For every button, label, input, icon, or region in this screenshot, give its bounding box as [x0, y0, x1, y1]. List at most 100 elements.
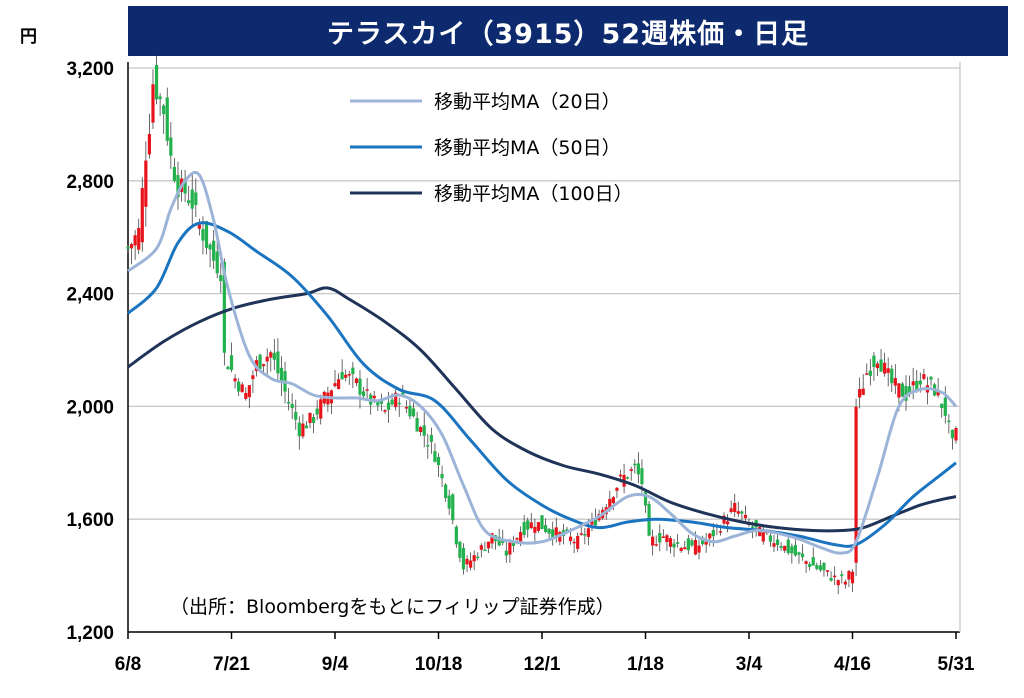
candle-down	[540, 515, 544, 529]
candle-up	[883, 362, 887, 374]
candle-down	[187, 200, 191, 204]
candle-down	[565, 529, 569, 532]
candle-down	[701, 537, 705, 545]
candle-down	[583, 533, 587, 536]
candle-up	[911, 381, 915, 386]
candle-up	[704, 541, 708, 545]
candle-down	[636, 463, 640, 475]
candle-down	[429, 434, 433, 442]
candle-up	[365, 389, 369, 391]
candle-down	[158, 96, 162, 100]
candle-up	[147, 134, 152, 155]
candle-down	[358, 378, 362, 395]
candle-up	[954, 428, 958, 441]
candle-down	[440, 474, 444, 479]
candle-up	[683, 547, 687, 550]
candle-down	[775, 539, 780, 546]
legend-label-ma100: 移動平均MA（100日）	[434, 183, 633, 205]
candle-up	[372, 395, 376, 399]
legend-label-ma50: 移動平均MA（50日）	[434, 137, 621, 159]
candle-down	[426, 445, 430, 447]
candle-up	[733, 502, 737, 513]
candle-up	[137, 228, 141, 250]
candle-down	[176, 175, 180, 198]
candle-down	[162, 105, 166, 115]
candle-down	[201, 229, 205, 241]
candle-down	[208, 244, 212, 250]
candle-down	[183, 178, 187, 194]
candle-up	[761, 532, 765, 542]
candle-up	[729, 508, 733, 513]
candle-down	[711, 530, 715, 537]
candle-up	[529, 522, 533, 529]
candle-up	[572, 541, 576, 544]
candle-down	[740, 511, 744, 514]
candle-down	[169, 137, 173, 156]
candle-up	[833, 575, 837, 578]
candle-down	[672, 543, 676, 548]
candle-up	[611, 497, 615, 504]
candle-down	[172, 167, 176, 182]
candle-up	[836, 580, 840, 586]
candle-down	[504, 550, 508, 556]
candle-down	[351, 367, 355, 375]
candle-up	[858, 389, 862, 398]
legend-label-ma20: 移動平均MA（20日）	[434, 91, 621, 113]
candle-up	[419, 427, 423, 432]
candle-up	[262, 364, 266, 367]
candle-up	[743, 514, 748, 519]
candle-up	[865, 373, 869, 375]
candle-down	[290, 403, 294, 409]
candle-down	[258, 354, 262, 370]
candle-up	[850, 571, 855, 584]
candle-up	[861, 388, 865, 395]
candle-up	[586, 528, 590, 537]
candle-up	[843, 581, 847, 585]
candle-up	[725, 521, 730, 525]
candle-down	[658, 532, 662, 543]
candle-down	[547, 528, 551, 534]
candle-up	[244, 392, 248, 399]
candle-down	[690, 540, 694, 546]
candle-down	[526, 520, 530, 530]
candle-up	[615, 487, 619, 491]
x-tick-label: 7/21	[213, 654, 250, 675]
candle-up	[404, 407, 408, 409]
candle-down	[311, 417, 316, 423]
candle-up	[579, 533, 583, 535]
candle-up	[654, 544, 658, 546]
candle-down	[676, 542, 680, 544]
candle-down	[390, 399, 394, 405]
y-tick-label: 3,200	[66, 59, 114, 80]
candle-up	[554, 527, 558, 536]
candle-down	[522, 522, 526, 535]
grid-lines	[128, 67, 960, 520]
candle-down	[476, 556, 480, 559]
candle-up	[886, 368, 890, 373]
candle-up	[151, 84, 155, 123]
candle-up	[508, 542, 512, 555]
y-tick-label: 2,400	[66, 285, 114, 306]
candle-down	[379, 400, 383, 404]
x-tick-label: 3/4	[736, 654, 763, 675]
candle-down	[768, 535, 773, 542]
candle-up	[479, 545, 483, 550]
candle-up	[922, 374, 926, 380]
candle-up	[568, 536, 573, 542]
candle-down	[422, 425, 426, 436]
candle-up	[515, 538, 519, 540]
candle-down	[790, 546, 794, 554]
candle-up	[668, 538, 673, 547]
candle-down	[640, 468, 644, 485]
candle-down	[497, 536, 501, 546]
candle-down	[918, 380, 922, 385]
candle-down	[279, 367, 284, 383]
candle-up	[936, 391, 940, 396]
source-note: （出所：Bloombergをもとにフィリップ証券作成）	[170, 596, 615, 618]
candle-up	[854, 406, 858, 563]
candle-down	[215, 251, 219, 274]
candle-up	[486, 541, 491, 549]
candle-up	[590, 520, 594, 525]
candle-down	[879, 359, 883, 372]
candle-down	[304, 425, 309, 429]
